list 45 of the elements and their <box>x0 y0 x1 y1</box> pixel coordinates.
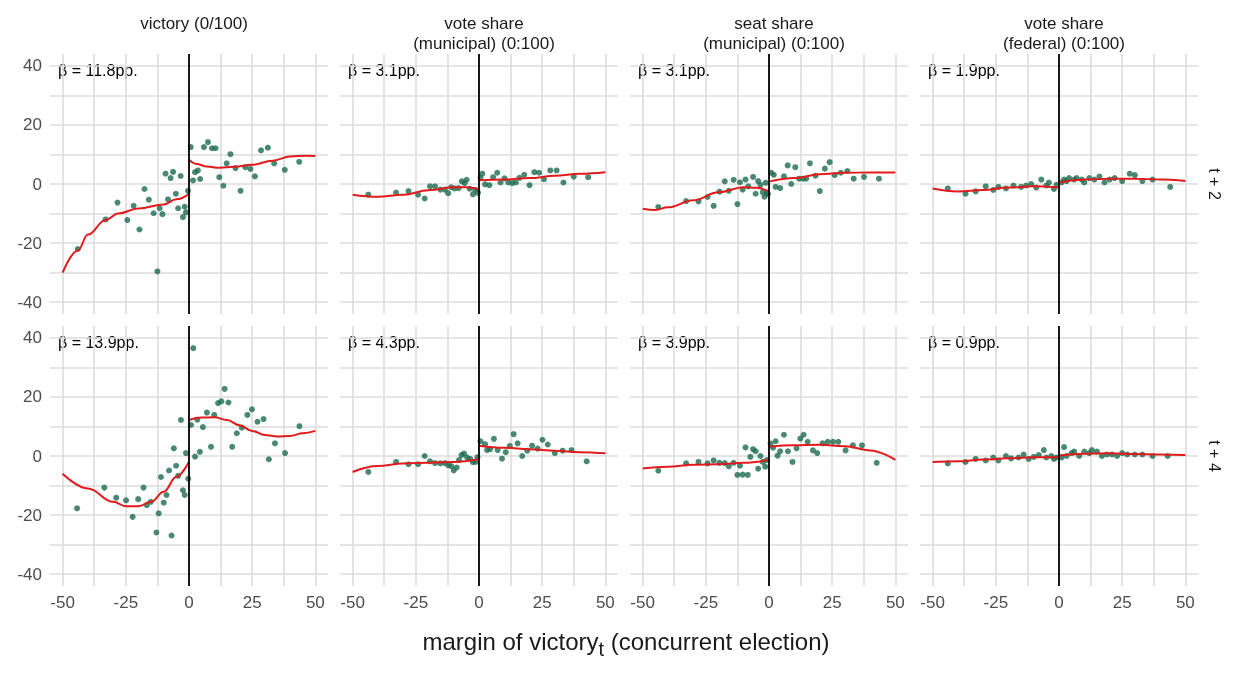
x-tick-label: 25 <box>1112 593 1132 612</box>
x-tick-label: -25 <box>403 593 429 612</box>
annotation: β = 1.9pp. <box>928 61 1000 79</box>
x-tick-label: -50 <box>920 593 945 612</box>
x-tick-label: 0 <box>184 593 194 612</box>
y-tick-label: -40 <box>17 564 42 584</box>
y-tick-label: -20 <box>17 233 42 253</box>
x-tick-label: -50 <box>630 593 655 612</box>
x-tick-label: 25 <box>532 593 552 612</box>
x-tick-label: 50 <box>305 593 325 612</box>
chart-title: victory (0/100) <box>140 13 248 33</box>
annotation: β = 13.9pp. <box>58 333 139 351</box>
x-tick-label: -50 <box>50 593 75 612</box>
x-tick-label: -25 <box>693 593 719 612</box>
x-tick-label: 50 <box>1175 593 1195 612</box>
y-tick-label: -40 <box>17 292 42 312</box>
y-tick-label: 40 <box>23 328 42 348</box>
text: t + 4 <box>1205 440 1223 472</box>
annotation: β = 4.3pp. <box>348 333 420 351</box>
annotation: β = 11.8pp. <box>58 61 138 79</box>
x-tick-label: 0 <box>474 593 484 612</box>
y-tick-label: -20 <box>17 505 42 525</box>
chart-title: seat share (municipal) (0:100) <box>703 13 845 53</box>
annotation: β = 3.1pp. <box>638 61 710 79</box>
chart-title: vote share (federal) (0:100) <box>1003 13 1125 53</box>
text: t + 2 <box>1205 168 1223 200</box>
annotation: β = 3.9pp. <box>638 333 710 351</box>
x-tick-label: 50 <box>885 593 905 612</box>
y-tick-label: 0 <box>32 446 42 466</box>
annotation: β = 3.1pp. <box>348 61 420 79</box>
x-tick-label: -25 <box>983 593 1009 612</box>
chart-title: vote share (municipal) (0:100) <box>413 13 555 53</box>
x-tick-label: 50 <box>595 593 615 612</box>
x-tick-label: -50 <box>340 593 365 612</box>
x-tick-label: -25 <box>113 593 139 612</box>
y-tick-label: 40 <box>23 56 42 76</box>
y-tick-label: 20 <box>23 387 42 407</box>
x-tick-label: 0 <box>1054 593 1064 612</box>
x-tick-label: 25 <box>822 593 842 612</box>
y-tick-label: 0 <box>32 174 42 194</box>
annotation: β = 0.9pp. <box>928 333 1000 351</box>
x-axis-title: margin of victory$_{t}$ (concurrent election) <box>421 628 831 661</box>
y-tick-label: 20 <box>23 115 42 135</box>
x-tick-label: 25 <box>242 593 262 612</box>
x-tick-label: 0 <box>764 593 774 612</box>
